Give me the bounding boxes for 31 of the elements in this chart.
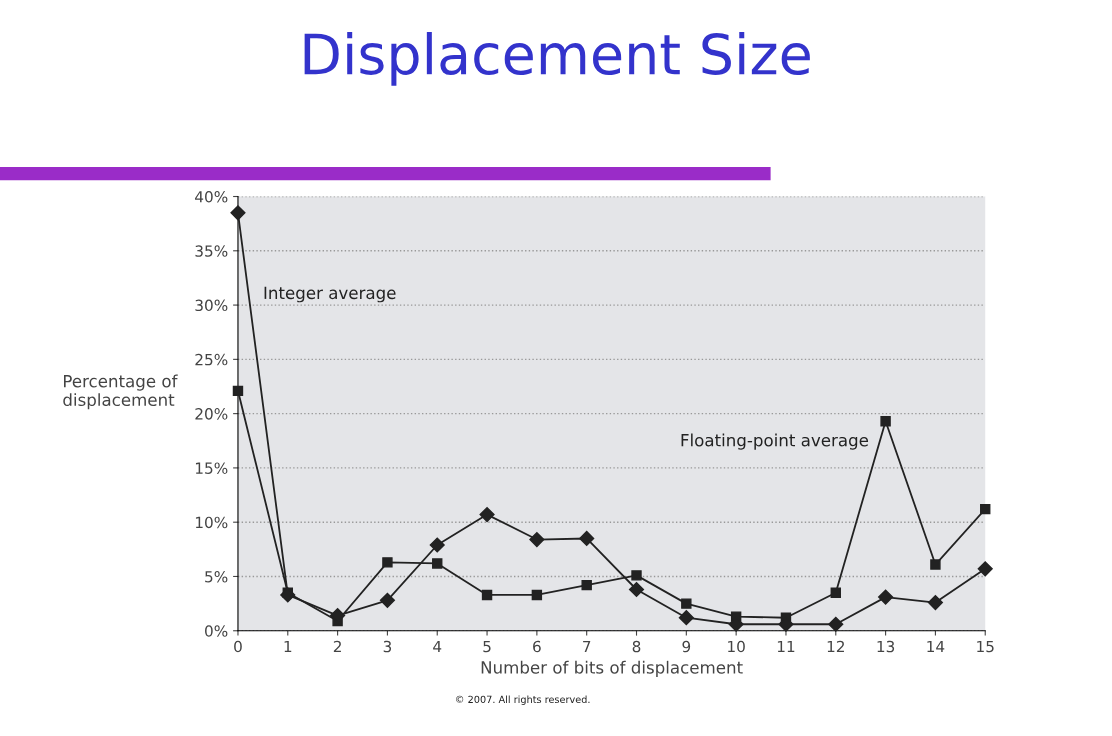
- y-tick-label: 10%: [195, 516, 228, 529]
- x-tick-label: 5: [483, 640, 491, 653]
- x-tick-label: 9: [682, 640, 691, 653]
- chart-title: Displacement Size: [304, 32, 810, 86]
- y-tick-label: 15%: [195, 462, 228, 474]
- y-tick-label: 5%: [205, 570, 228, 583]
- text: © 2007. All rights reserved.: [456, 695, 590, 705]
- series-label: Floating-point average: [681, 433, 869, 450]
- y-tick-label: 20%: [195, 408, 228, 420]
- x-tick-label: 7: [583, 640, 591, 653]
- x-tick-label: 1: [284, 640, 292, 653]
- y-tick-label: 30%: [195, 299, 228, 312]
- x-axis-title: Number of bits of displacement: [481, 660, 743, 677]
- y-axis-title: Percentage of displacement: [63, 374, 178, 410]
- x-tick-label: 2: [333, 640, 341, 653]
- x-tick-label: 0: [234, 640, 242, 653]
- y-tick-label: 35%: [195, 245, 228, 257]
- x-tick-label: 3: [383, 640, 392, 653]
- x-tick-label: 12: [827, 640, 844, 653]
- x-tick-label: 4: [433, 640, 442, 653]
- y-tick-label: 25%: [195, 353, 228, 366]
- x-tick-label: 6: [533, 640, 541, 653]
- x-tick-label: 15: [977, 640, 994, 653]
- y-tick-label: 0%: [205, 625, 228, 637]
- x-tick-label: 14: [927, 640, 945, 653]
- y-tick-label: 40%: [195, 190, 228, 203]
- x-tick-label: 8: [632, 640, 641, 653]
- x-tick-label: 13: [877, 640, 895, 653]
- x-tick-label: 10: [728, 640, 745, 653]
- series-label: Integer average: [264, 286, 396, 303]
- x-tick-label: 11: [777, 640, 795, 653]
